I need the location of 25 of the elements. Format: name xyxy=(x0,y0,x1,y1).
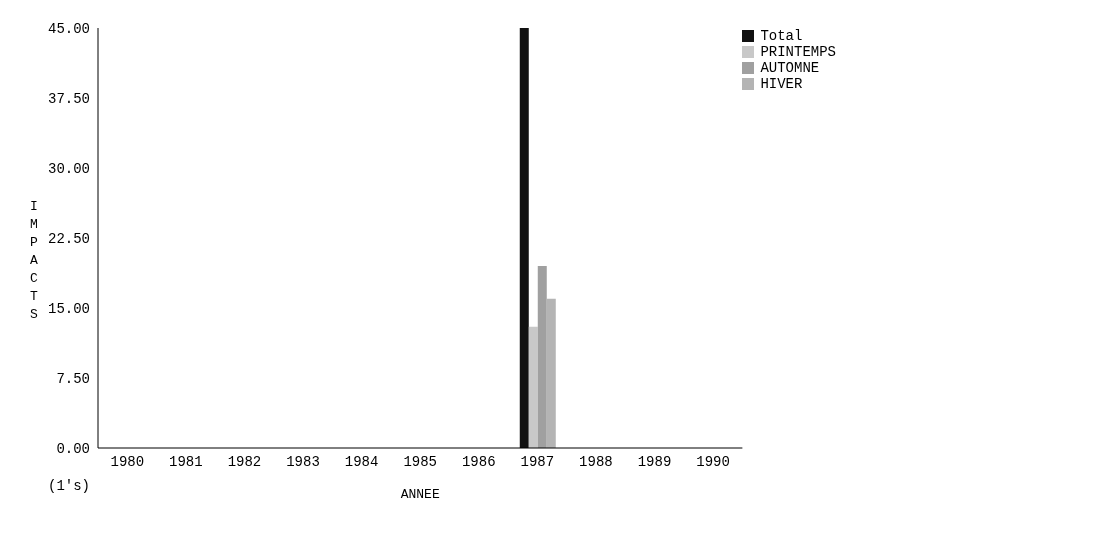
x-tick-label: 1987 xyxy=(520,453,555,470)
legend-label: HIVER xyxy=(760,76,803,92)
x-tick-label: 1983 xyxy=(286,453,320,470)
x-tick-label: 1985 xyxy=(403,453,437,470)
x-tick-label: 1989 xyxy=(637,453,672,470)
x-tick-label: 1981 xyxy=(169,453,203,470)
x-tick-label: 1982 xyxy=(227,453,262,470)
x-tick-label: 1980 xyxy=(110,453,145,470)
x-tick-label: 1986 xyxy=(461,453,496,470)
x-tick-label: 1988 xyxy=(579,453,613,470)
x-axis-title: ANNEE xyxy=(400,487,440,502)
y-tick-label: 30.00 xyxy=(47,160,90,177)
x-tick-label: 1990 xyxy=(696,453,730,470)
legend-label: PRINTEMPS xyxy=(760,44,836,60)
y-tick-label: 22.50 xyxy=(47,230,90,247)
y-tick-label: 0.00 xyxy=(56,440,90,457)
legend-label: AUTOMNE xyxy=(760,60,820,76)
x-tick-label: 1984 xyxy=(344,453,379,470)
y-axis-title: IMPACTS xyxy=(30,198,38,324)
y-tick-label: 45.00 xyxy=(47,20,90,37)
legend-label: Total xyxy=(760,28,803,44)
y-tick-label: 7.50 xyxy=(56,370,90,387)
y-tick-label: 37.50 xyxy=(47,90,90,107)
y-tick-label: 15.00 xyxy=(47,300,90,317)
text: (1's) xyxy=(48,478,91,494)
